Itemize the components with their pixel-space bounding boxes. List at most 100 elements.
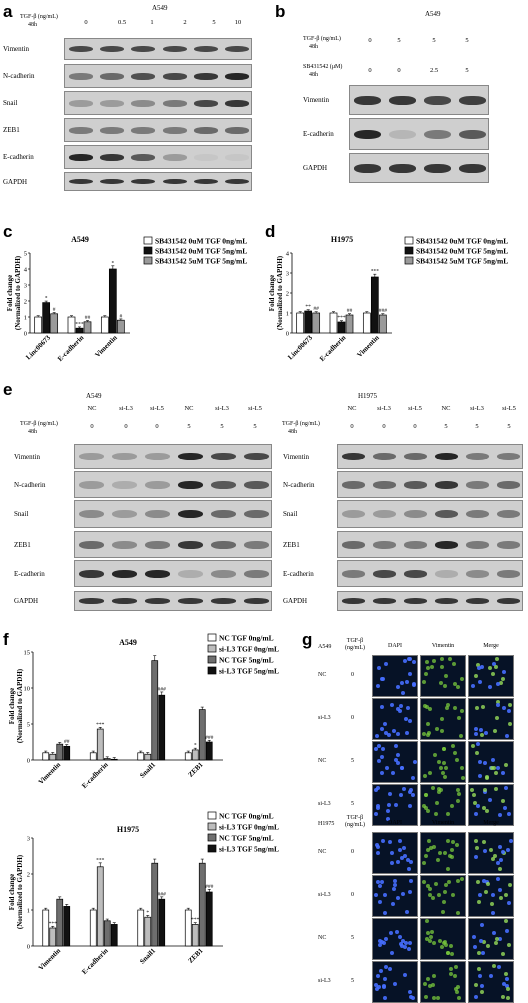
chart-y-tick-label: 3 (27, 836, 30, 843)
panel-e-left-blot-n-cadherin-band (78, 480, 105, 489)
panel-g-cell-dot (448, 943, 453, 948)
panel-g-cell-dot (383, 996, 388, 1001)
legend-swatch (207, 844, 217, 853)
panel-e-left-blot-snail-band (177, 510, 204, 519)
panel-g-row-label: si-L3 (318, 801, 331, 807)
panel-g-cell-dot (397, 708, 402, 713)
chart-title: H1975 (331, 235, 353, 244)
panel-g-channel-dapi: DAPI (387, 820, 402, 826)
panel-b-blot-gapdh-band (459, 163, 486, 173)
panel-e-treatment-label: TGF-β (ng/mL) (20, 421, 58, 427)
panel-a-treatment-label: TGF-β (ng/mL) (20, 14, 58, 20)
chart-significance-label: * (111, 260, 114, 266)
panel-g-cell-dot (373, 788, 378, 793)
chart-category-label: Vimentin (37, 947, 62, 972)
panel-g-image-merge (468, 784, 514, 826)
panel-g-cell-dot (481, 879, 486, 884)
panel-g-cell-dot (477, 679, 482, 684)
panel-g-cell-dot (403, 854, 408, 859)
panel-g-channel-merge: Merge (483, 820, 499, 826)
panel-g-cell-dot (435, 996, 440, 1001)
panel-f-bottom-bar-chart: H1975 Fold change(Normalized to GAPDH) 0 1 2… (8, 811, 279, 977)
panel-g-cell-dot (429, 934, 434, 939)
panel-g-image-dapi (372, 961, 418, 1003)
panel-g-cell-dot (492, 930, 497, 935)
legend-label: NC TGF 5ng/mL (219, 834, 274, 843)
chart-title: A549 (119, 638, 137, 647)
panel-e-left-blot-n-cadherin-band (210, 480, 237, 489)
panel-g-cell-dot (409, 788, 414, 793)
panel-g-cell-dot (426, 884, 431, 889)
panel-g-cell-dot (447, 854, 452, 859)
panel-g-cell-dot (379, 880, 384, 885)
legend-swatch (207, 811, 217, 820)
panel-e-left-blot-e-cadherin-band (210, 569, 237, 578)
panel-g-cell-dot (426, 732, 431, 737)
panel-g-cell-dot (490, 766, 495, 771)
panel-g-cell-dot (433, 881, 438, 886)
panel-g-cell-dot (393, 883, 398, 888)
panel-g-cell-dot (506, 943, 511, 948)
panel-g-cell-dot (450, 854, 455, 859)
panel-a-blot-gapdh-band (100, 178, 124, 185)
panel-a-blot-n-cadherin (64, 64, 252, 88)
panel-g-cell-dot (502, 982, 507, 987)
panel-g-cell-dot (388, 839, 393, 844)
panel-g-cell-dot (376, 844, 381, 849)
panel-b-blot-vimentin-band (424, 95, 451, 105)
panel-e-right-blot-zeb1-band (496, 540, 521, 549)
panel-e-left-blot-gapdh-band (177, 598, 204, 605)
chart-bar-nc-tgf-5ng-ml (151, 862, 159, 947)
chart-category-label: ZEB1 (187, 760, 205, 778)
panel-g-treatment-label: TGF-β (ng/mL) (345, 815, 365, 828)
panel-a-blot-zeb1 (64, 118, 252, 142)
panel-g-cell-dot (396, 760, 401, 765)
panel-e-right-blot-zeb1-band (403, 540, 428, 549)
panel-e-left-blot-zeb1-band (177, 540, 204, 549)
legend-swatch (404, 236, 414, 245)
panel-b-blot-vimentin-band (389, 95, 416, 105)
panel-e-right-blot-gapdh-band (372, 598, 397, 605)
panel-g-cell-dot (492, 728, 497, 733)
panel-g-cell-dot (475, 751, 480, 756)
chart-bar-sb431542-5um-tgf-5ng-ml (83, 321, 92, 334)
panel-g-cell-dot (491, 964, 496, 968)
panel-e-left-blot-e-cadherin-band (144, 569, 171, 578)
panel-g-cell-dot (490, 857, 495, 862)
chart-bar-sb431542-0um-tgf-0ng-ml (67, 316, 76, 334)
panel-g-cell-dot (491, 758, 496, 763)
panel-g-cell-dot (497, 844, 502, 849)
chart-bar-sb431542-5um-tgf-5ng-ml (378, 314, 387, 334)
panel-g-cell-dot (387, 966, 392, 971)
panel-a-row-vimentin: Vimentin (3, 45, 30, 53)
chart-bar-sb431542-5um-tgf-5ng-ml (345, 314, 354, 334)
panel-g-cell-dot (507, 883, 512, 888)
chart-bar-sb431542-0um-tgf-0ng-ml (329, 312, 338, 334)
panel-g-cell-dot (496, 964, 501, 969)
panel-g-cell-dot (408, 656, 413, 661)
panel-g-cell-dot (404, 940, 409, 945)
panel-d-bar-chart: H1975 Fold change(Normalized to GAPDH)0 1 2… (268, 235, 508, 363)
panel-g-cell-dot (480, 923, 485, 928)
panel-b-blot-gapdh-band (424, 163, 451, 173)
panel-g-cell-dot (427, 893, 432, 898)
legend-swatch (207, 644, 217, 653)
panel-e-right-blot-snail-band (341, 510, 366, 519)
panel-g-cell-dot (439, 765, 444, 770)
panel-e-left-blot-e-cadherin-band (243, 569, 270, 578)
panel-a-blot-n-cadherin-band (225, 72, 250, 80)
panel-e-right-blot-e-cadherin-band (496, 569, 521, 578)
panel-a-blot-vimentin-band (68, 46, 93, 53)
panel-g-row-dose: 5 (351, 978, 354, 984)
chart-bar-si-l3-tgf-5ng-ml (63, 906, 71, 947)
panel-g-cell-dot (500, 850, 505, 855)
panel-b-blot-e-cadherin-band (459, 129, 486, 140)
panel-e-left-blot-zeb1-band (78, 540, 105, 549)
panel-a-blot-gapdh-band (131, 178, 156, 185)
panel-g-cell-dot (440, 716, 445, 721)
panel-g-cell-dot (494, 787, 499, 792)
panel-g-cell-dot (499, 680, 504, 685)
panel-g-cell-dot (459, 708, 464, 713)
panel-g-row-dose: 0 (351, 715, 354, 721)
panel-g-cell-dot (396, 684, 401, 689)
